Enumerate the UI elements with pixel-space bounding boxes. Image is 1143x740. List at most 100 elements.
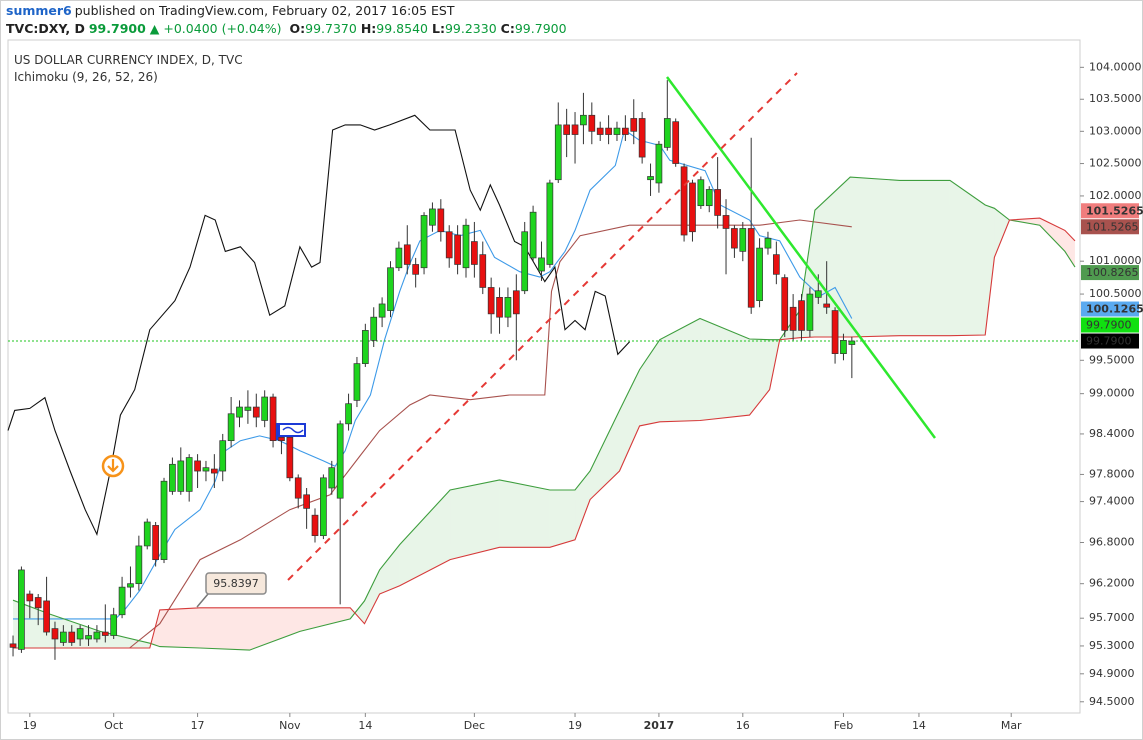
candle-body: [18, 569, 25, 650]
cloud-segment: [399, 490, 451, 586]
candle-body: [848, 340, 856, 345]
candle-body: [496, 297, 503, 318]
candle-body: [244, 406, 252, 411]
candle-body: [294, 477, 302, 499]
header-line-2: TVC:DXY, D 99.7900 ▲ +0.0400 (+0.04%) O:99…: [6, 20, 571, 38]
indicator-line: [13, 219, 852, 649]
candle-body: [773, 254, 780, 275]
cloud-segment: [350, 600, 365, 624]
price-label: 99.7900: [1086, 319, 1132, 332]
candle-body: [194, 460, 201, 472]
candle-body: [697, 179, 705, 207]
indicator-line: [13, 217, 1076, 649]
y-tick-label: 102.0000: [1089, 189, 1142, 202]
candle-body: [596, 127, 604, 135]
indicator-line: [7, 114, 631, 537]
candle-body: [101, 631, 109, 636]
candle-body: [529, 211, 537, 259]
cloud-segment: [899, 180, 950, 336]
author[interactable]: summer6: [6, 3, 72, 18]
candle-body: [454, 234, 461, 265]
candle-body: [169, 463, 176, 492]
y-tick-label: 96.8000: [1089, 536, 1135, 549]
cloud-segment: [159, 607, 201, 649]
ohlc-value: 99.8540: [376, 21, 428, 36]
x-tick-label: 14: [358, 719, 372, 732]
candle-body: [93, 631, 101, 640]
cloud-segment: [749, 339, 770, 416]
x-tick-label: Oct: [104, 719, 124, 732]
candle-body: [638, 118, 646, 158]
candle-body: [429, 208, 436, 226]
candle-body: [412, 264, 420, 275]
cloud-segment: [450, 479, 500, 560]
candle-body: [689, 182, 696, 233]
cloud-segment: [814, 177, 851, 338]
cloud-segment: [1064, 230, 1075, 268]
candle-body: [613, 127, 621, 135]
ohlc-label: L:: [432, 21, 445, 36]
ohlc-value: 99.7370: [305, 21, 357, 36]
dashed-trendline: [287, 72, 798, 581]
indicator-label: Ichimoku (9, 26, 52, 26): [14, 70, 158, 84]
x-tick-label: Feb: [834, 719, 853, 732]
candle-body: [756, 247, 763, 302]
trendline: [665, 76, 937, 439]
candle-body: [806, 293, 814, 331]
cloud-segment: [299, 607, 351, 632]
candle-body: [747, 228, 755, 308]
y-tick-label: 94.5000: [1089, 695, 1135, 708]
x-tick-label: Mar: [1001, 719, 1022, 732]
candle-body: [336, 423, 344, 499]
x-tick-label: 19: [568, 719, 582, 732]
candle-body: [43, 600, 50, 633]
candle-body: [227, 413, 235, 442]
y-tick-label: 101.0000: [1089, 254, 1142, 267]
event-icon: [101, 454, 125, 478]
y-tick-label: 96.2000: [1089, 577, 1135, 590]
candle-body: [588, 114, 596, 132]
candle-body: [546, 182, 554, 265]
candle-body: [471, 241, 478, 265]
x-tick-label: Nov: [279, 719, 301, 732]
price-label: 99.7900: [1086, 335, 1132, 348]
price-label-box: [1081, 333, 1139, 349]
candle-body: [680, 166, 688, 236]
candle-body: [370, 316, 378, 341]
candle-body: [152, 525, 159, 560]
cloud-segment: [619, 369, 640, 472]
candle-body: [663, 118, 671, 148]
candle-body: [185, 457, 193, 492]
candle-body: [51, 628, 59, 640]
ohlc-value: 99.2330: [444, 21, 497, 36]
cloud-segment: [549, 490, 576, 548]
callout: 95.8397: [196, 572, 267, 608]
price-label: 100.8265: [1086, 266, 1139, 279]
y-tick-label: 97.8000: [1089, 467, 1135, 480]
axes: 104.0000 103.5000 103.0000 102.5000 102.0000…: [23, 60, 1142, 732]
cloud-segment: [850, 177, 900, 338]
candle-body: [722, 215, 730, 229]
candle-body: [110, 614, 118, 636]
candle-body: [311, 514, 319, 537]
candle-body: [160, 480, 168, 560]
candle-body: [622, 127, 629, 135]
cloud-segment: [379, 544, 400, 595]
candle-body: [345, 403, 352, 425]
ohlc-label: O:: [289, 21, 306, 36]
candle-body: [127, 583, 134, 588]
candle-body: [328, 467, 336, 489]
price-label: 101.5265: [1086, 204, 1143, 217]
candle-body: [403, 244, 411, 265]
cloud-segment: [985, 205, 995, 336]
candle-body: [655, 143, 663, 184]
candle-body: [831, 310, 839, 354]
y-tick-label: 95.7000: [1089, 611, 1135, 624]
price-label-box: [1081, 317, 1139, 333]
candle-body: [580, 114, 587, 126]
candle-body: [210, 468, 218, 474]
legend: US DOLLAR CURRENCY INDEX, D, TVC Ichimok…: [14, 52, 243, 86]
symbol: TVC:DXY, D: [6, 21, 85, 36]
x-tick-label: 17: [191, 719, 205, 732]
